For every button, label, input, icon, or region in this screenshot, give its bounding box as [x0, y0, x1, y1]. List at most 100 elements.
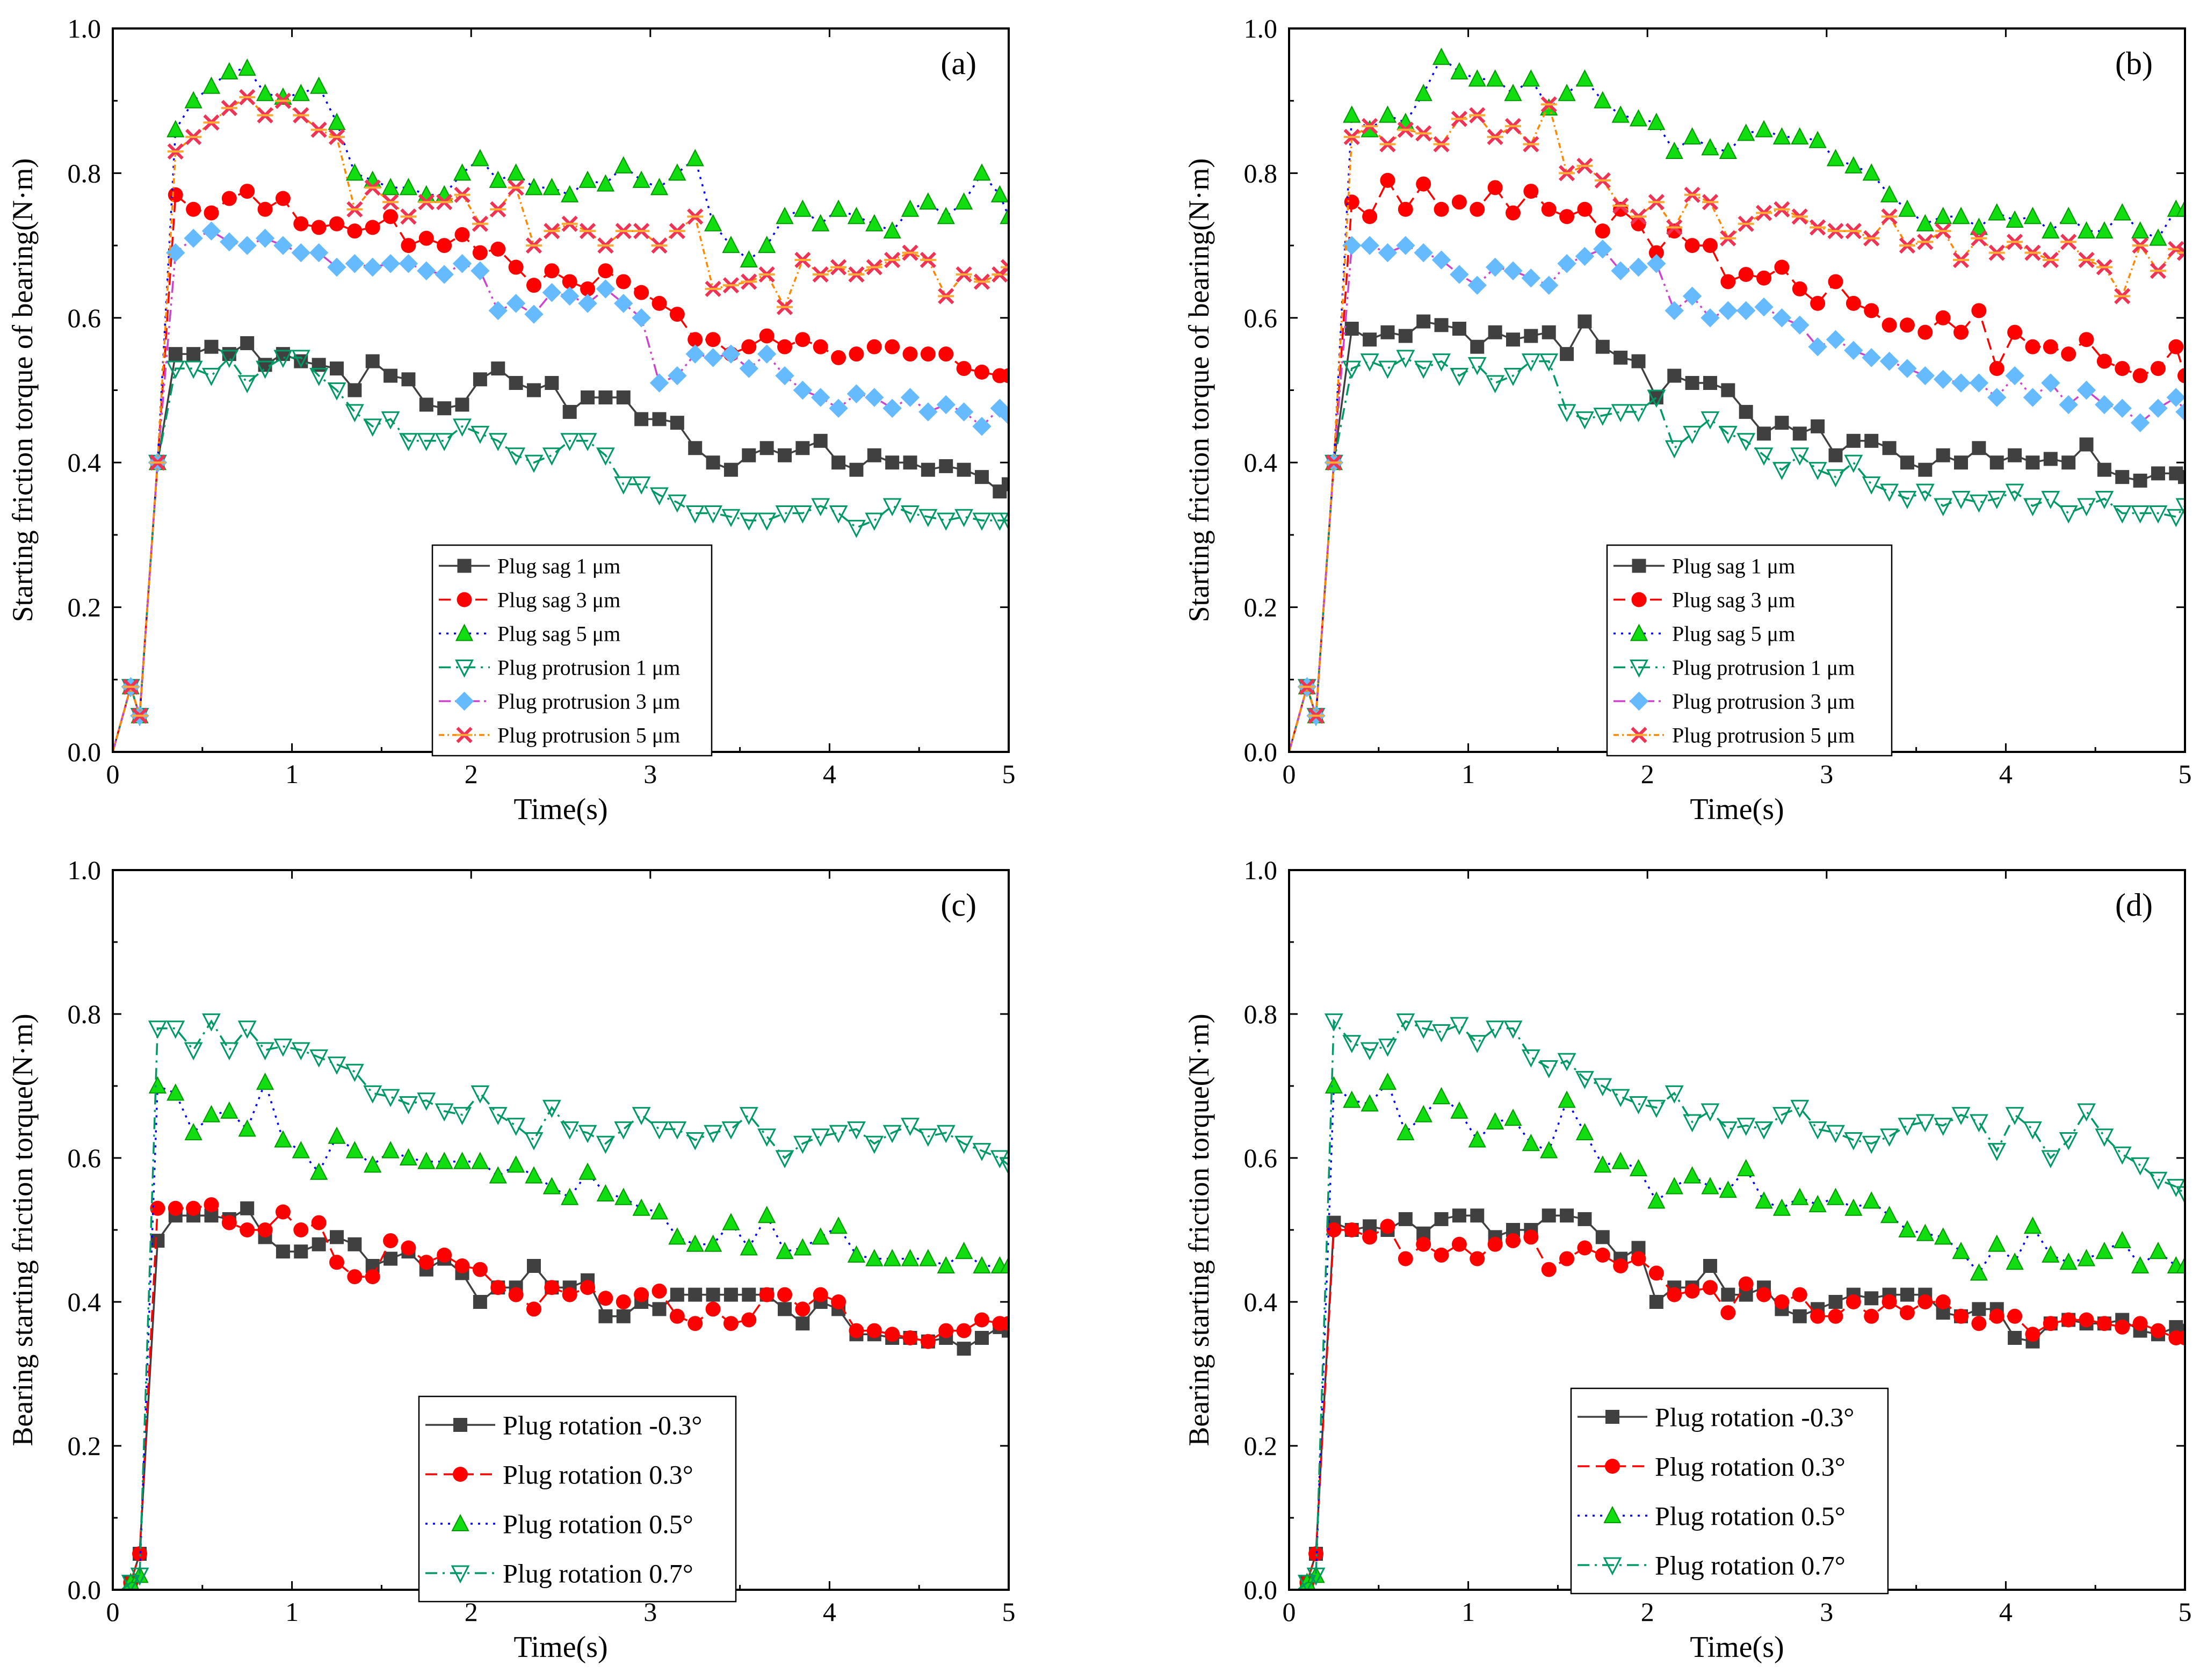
legend-marker — [456, 727, 473, 743]
data-point — [1951, 491, 1971, 509]
series-line — [1289, 320, 2185, 752]
legend-marker — [1629, 691, 1649, 711]
series-line — [113, 67, 1009, 752]
data-point — [1881, 208, 1898, 225]
y-axis-label: Starting friction torque of bearing(N·m) — [1183, 158, 1215, 622]
data-point — [2095, 1128, 2114, 1147]
y-tick-label: 0.8 — [68, 999, 102, 1029]
legend-label: Plug rotation 0.5° — [503, 1509, 693, 1539]
data-point — [184, 228, 203, 248]
data-point — [687, 208, 704, 225]
data-point — [560, 1121, 580, 1140]
data-point — [2078, 251, 2095, 269]
data-point — [882, 399, 902, 418]
data-point — [722, 235, 740, 254]
data-point — [1002, 477, 1009, 491]
data-point — [220, 1101, 238, 1119]
data-point — [1862, 163, 1880, 181]
x-tick-label: 2 — [1641, 1597, 1654, 1627]
data-point — [542, 1099, 561, 1118]
data-point — [383, 368, 398, 383]
data-point — [363, 1085, 382, 1104]
x-tick-label: 1 — [285, 1597, 299, 1627]
data-point — [273, 350, 293, 368]
data-point — [1611, 261, 1630, 280]
data-point — [1398, 201, 1413, 217]
data-point — [2176, 199, 2185, 217]
data-point — [1560, 1208, 1574, 1223]
data-point — [776, 1242, 794, 1259]
data-point — [453, 163, 472, 181]
legend-label: Plug rotation 0.7° — [503, 1559, 693, 1589]
data-point — [1398, 1251, 1413, 1266]
data-point — [490, 1280, 506, 1295]
legend-label: Plug protrusion 5 μm — [497, 723, 680, 748]
data-point — [1879, 351, 1899, 371]
data-point — [1989, 1308, 2005, 1324]
data-point — [237, 1020, 257, 1039]
series-3 — [121, 1073, 1009, 1590]
data-point — [1629, 257, 1648, 277]
series-line — [1297, 1214, 2185, 1590]
data-point — [240, 1201, 255, 1215]
data-point — [1864, 433, 1879, 448]
data-point — [1504, 1109, 1522, 1126]
data-point — [2177, 368, 2185, 383]
data-point — [632, 170, 650, 188]
data-point — [562, 274, 577, 289]
series-4 — [1297, 1013, 2185, 1590]
data-point — [759, 328, 775, 344]
data-point — [685, 505, 705, 524]
data-point — [1611, 1089, 1630, 1107]
data-point — [705, 1301, 721, 1317]
axis-ticks: 0 1 2 3 4 5 0.0 0.2 0.4 0.6 0.8 1.0 — [1244, 855, 2192, 1627]
data-point — [902, 244, 918, 261]
data-point — [240, 1222, 255, 1237]
y-tick-label: 0.0 — [68, 1575, 102, 1605]
data-point — [1414, 1105, 1432, 1123]
data-point — [1808, 1121, 1827, 1140]
data-point — [1575, 1123, 1594, 1141]
data-point — [973, 163, 991, 181]
data-point — [885, 455, 900, 470]
data-point — [488, 1107, 508, 1125]
data-point — [1810, 1308, 1826, 1324]
data-point — [596, 279, 616, 299]
data-point — [202, 368, 221, 386]
data-point — [562, 1287, 577, 1302]
data-point — [1343, 1090, 1361, 1108]
legend-box — [1606, 544, 1893, 757]
legend-marker — [457, 592, 472, 607]
data-point — [345, 1141, 364, 1158]
data-point — [149, 454, 166, 471]
data-point — [167, 1083, 185, 1101]
data-point — [2077, 498, 2096, 517]
x-tick-label: 4 — [1999, 759, 2013, 789]
data-point — [345, 1063, 364, 1082]
data-point — [757, 235, 776, 254]
legend-box — [418, 1395, 737, 1603]
data-point — [723, 462, 738, 477]
data-point — [544, 1280, 560, 1295]
data-point — [1432, 47, 1451, 65]
x-axis-label: Time(s) — [513, 793, 607, 826]
data-point — [1684, 186, 1701, 203]
data-point — [616, 274, 631, 289]
data-point — [435, 1103, 454, 1122]
data-point — [1969, 373, 1989, 393]
data-point — [999, 1157, 1009, 1176]
data-point — [652, 1302, 667, 1316]
data-point — [1432, 1024, 1451, 1042]
data-point — [1557, 1053, 1576, 1071]
data-point — [669, 307, 685, 322]
data-point — [204, 1197, 219, 1213]
data-point — [650, 1121, 669, 1140]
data-point — [2060, 234, 2077, 250]
data-point — [310, 121, 327, 138]
data-point — [526, 1259, 541, 1273]
data-point — [1611, 1152, 1630, 1169]
data-point — [811, 1128, 830, 1147]
data-point — [184, 91, 202, 108]
data-point — [256, 84, 274, 102]
panel-label: (a) — [940, 46, 976, 81]
